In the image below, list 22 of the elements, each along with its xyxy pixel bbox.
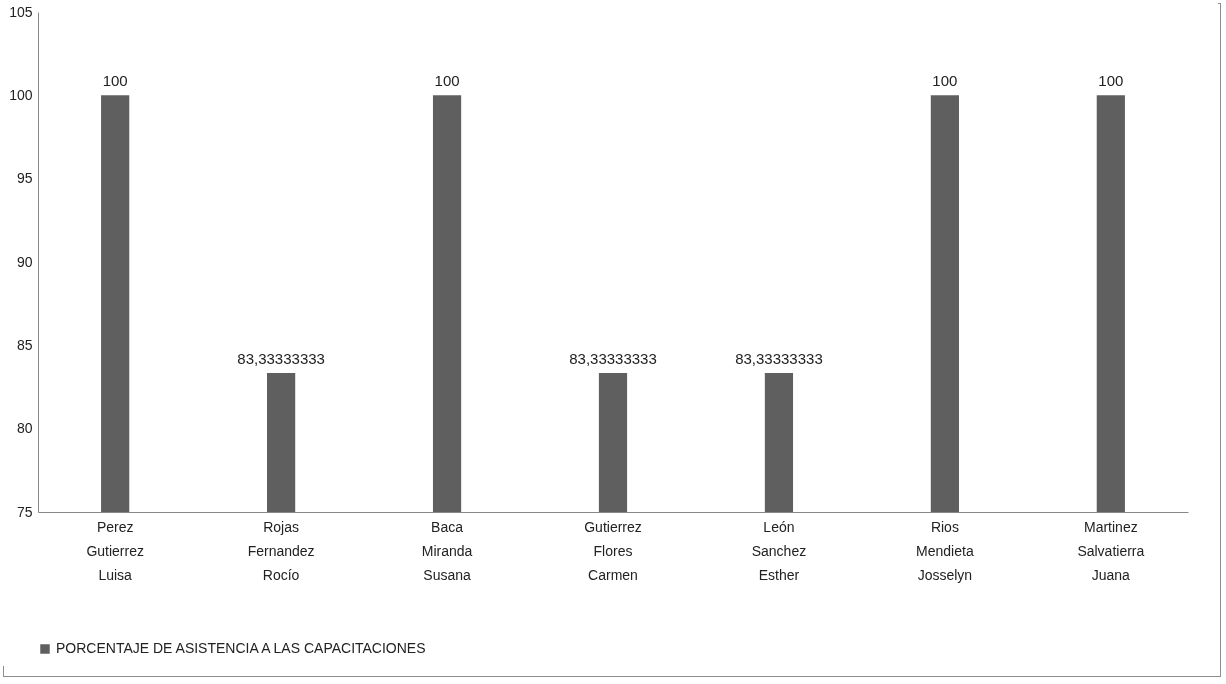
x-tick-label: Martinez Salvatierra Juana: [1077, 518, 1145, 583]
legend-label: PORCENTAJE DE ASISTENCIA A LAS CAPACITACIONES: [56, 640, 426, 656]
data-label: 83,33333333: [237, 350, 325, 368]
y-tick-label: 95: [16, 170, 33, 187]
x-tick-label: Rojas Fernandez Rocío: [247, 518, 315, 583]
y-tick-label: 90: [16, 253, 33, 270]
y-tick-label: 100: [9, 86, 33, 103]
x-tick-label: León Sanchez Esther: [751, 518, 807, 583]
x-tick-label: Gutierrez Flores Carmen: [584, 518, 642, 583]
y-tick-label: 85: [16, 336, 33, 353]
y-tick-label: 80: [16, 420, 33, 437]
data-label: 83,33333333: [569, 350, 657, 368]
x-tick-label: Baca Miranda Susana: [421, 518, 473, 583]
data-label: 100: [1098, 72, 1124, 90]
y-tick-label: 105: [9, 3, 33, 20]
x-tick-label: Rios Mendieta Josselyn: [916, 518, 974, 583]
data-label: 100: [932, 72, 958, 90]
x-tick-label: Perez Gutierrez Luisa: [86, 518, 144, 583]
data-label: 100: [434, 72, 460, 90]
data-label: 83,33333333: [735, 350, 823, 368]
data-label: 100: [102, 72, 128, 90]
y-tick-label: 75: [16, 503, 33, 520]
